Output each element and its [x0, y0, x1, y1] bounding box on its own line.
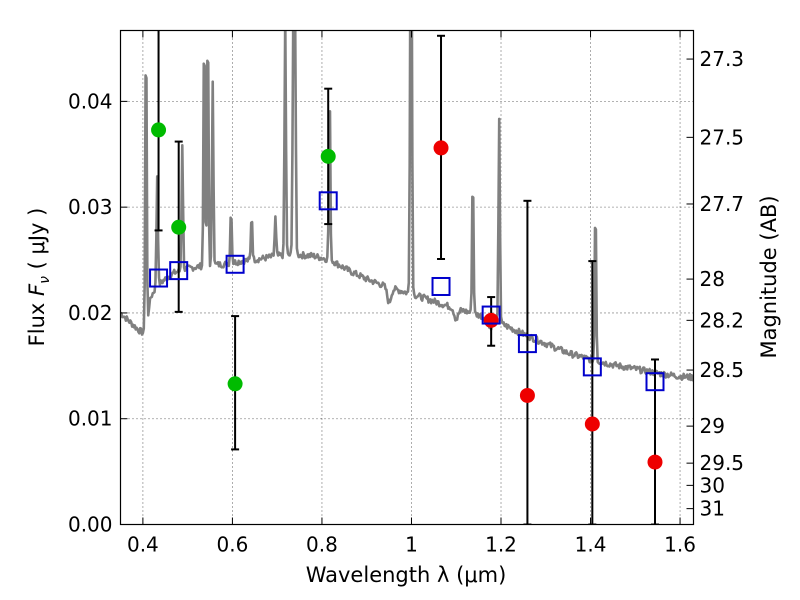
y2-tick-label: 29: [700, 414, 725, 438]
tick-layer: 0.4 0.6 0.8 1 1.2 1.4 1.6 0.00 0.01 0.02 0.03 0.04 2…: [68, 30, 745, 557]
error-bar: [523, 199, 532, 525]
model-photometry-point: [149, 268, 169, 288]
model-photometry-point: [169, 261, 189, 281]
y-tick-label: 0.00: [68, 513, 113, 537]
y-tick-label: 0.04: [68, 89, 113, 113]
x-axis-label: Wavelength λ (μm): [306, 563, 507, 587]
plot-frame: [119, 29, 695, 526]
model-photometry-point: [645, 372, 665, 392]
y2-tick-label: 28.5: [700, 358, 745, 382]
y2-tick-label: 29.5: [700, 451, 745, 475]
x-tick-label: 0.8: [306, 533, 338, 557]
model-photometry-point: [517, 334, 537, 354]
y2-tick-label: 27.5: [700, 125, 745, 149]
y2-axis-label: Magnitude (AB): [757, 195, 781, 358]
model-spectrum-line: [120, 30, 694, 382]
y2-tick-label: 28: [700, 267, 725, 291]
error-bar: [588, 260, 597, 525]
y2-tick-label: 27.3: [700, 47, 745, 71]
y-axis-label-subscript: ν: [37, 276, 53, 284]
model-photometry-point: [225, 254, 245, 274]
y-axis-label-symbol: F: [25, 283, 49, 296]
red-measurements-point: [647, 454, 663, 470]
green-measurements-point: [320, 148, 336, 164]
x-tick-label: 1: [405, 533, 418, 557]
red-measurements-point: [584, 416, 600, 432]
red-measurements-point: [433, 140, 449, 156]
y-axis-label-prefix: Flux: [25, 296, 49, 346]
y2-tick-label: 30: [700, 473, 725, 497]
y-axis-label-suffix: ( μJy ): [25, 208, 49, 276]
y2-tick-label: 31: [700, 497, 725, 521]
model-photometry-point: [431, 276, 451, 296]
model-photometry-point: [582, 357, 602, 377]
model-photometry-point: [318, 191, 338, 211]
y2-tick-label: 27.7: [700, 192, 745, 216]
y-tick-label: 0.01: [68, 407, 113, 431]
y-tick-label: 0.03: [68, 195, 113, 219]
y2-tick-label: 28.2: [700, 308, 745, 332]
errorbar-layer: [154, 30, 660, 525]
red-measurements-point: [519, 387, 535, 403]
marker-layer: [149, 122, 665, 470]
green-measurements-point: [171, 219, 187, 235]
error-bar: [651, 358, 660, 525]
y-axis-label: Flux Fν ( μJy ): [25, 208, 53, 347]
x-tick-label: 1.4: [575, 533, 607, 557]
spectrum-layer: [120, 30, 694, 382]
x-tick-label: 0.6: [217, 533, 249, 557]
green-measurements-point: [227, 376, 243, 392]
x-tick-label: 0.4: [127, 533, 159, 557]
model-photometry-point: [481, 305, 501, 325]
y-tick-label: 0.02: [68, 301, 113, 325]
x-tick-label: 1.2: [485, 533, 517, 557]
x-tick-label: 1.6: [664, 533, 696, 557]
green-measurements-point: [151, 122, 167, 138]
red-measurements-point: [483, 312, 499, 328]
